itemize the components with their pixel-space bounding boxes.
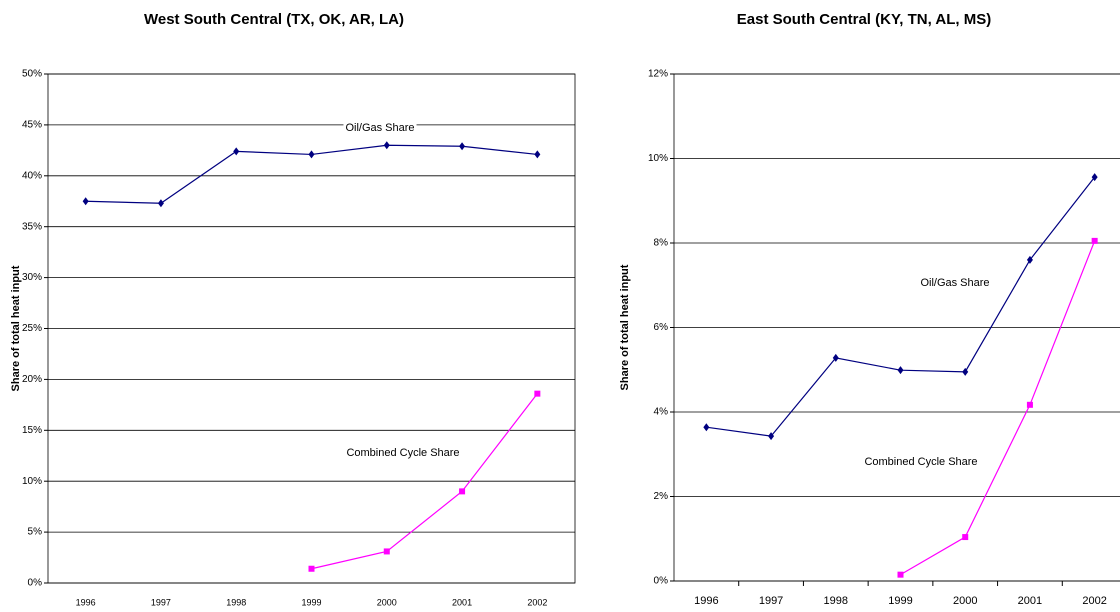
marker xyxy=(459,488,466,495)
y-tick-label: 2% xyxy=(654,491,669,502)
y-tick-label: 6% xyxy=(654,322,669,333)
y-tick-label: 35% xyxy=(22,221,42,232)
marker xyxy=(82,197,89,206)
plot-frame xyxy=(47,73,576,584)
x-tick-label: 2002 xyxy=(527,597,547,607)
x-tick-label: 1997 xyxy=(151,597,171,607)
x-tick-label: 1999 xyxy=(301,597,321,607)
y-tick-label: 25% xyxy=(22,323,42,334)
y-tick-label: 0% xyxy=(654,576,669,587)
x-tick-label: 2000 xyxy=(953,595,977,607)
y-tick-label: 8% xyxy=(654,238,669,249)
marker xyxy=(534,390,541,397)
marker xyxy=(768,432,775,441)
annotation-bg xyxy=(862,454,980,469)
x-tick-label: 2001 xyxy=(1018,595,1042,607)
marker xyxy=(897,571,904,578)
y-tick-label: 45% xyxy=(22,120,42,131)
y-tick-label: 12% xyxy=(648,69,668,80)
x-tick-label: 2001 xyxy=(452,597,472,607)
marker xyxy=(703,423,710,432)
marker xyxy=(1026,255,1033,264)
y-tick-label: 50% xyxy=(22,69,42,80)
series-line xyxy=(900,240,1096,576)
x-tick-label: 1998 xyxy=(824,595,848,607)
annotation-bg xyxy=(343,120,417,135)
chart-title: West South Central (TX, OK, AR, LA) xyxy=(144,11,404,28)
marker xyxy=(383,141,390,150)
marker xyxy=(233,147,240,156)
marker xyxy=(157,199,164,208)
chart-title: East South Central (KY, TN, AL, MS) xyxy=(737,11,991,28)
y-tick-label: 0% xyxy=(28,578,43,589)
x-tick-label: 2002 xyxy=(1082,595,1106,607)
y-tick-label: 10% xyxy=(22,476,42,487)
x-tick-label: 1997 xyxy=(759,595,783,607)
marker xyxy=(1091,237,1098,244)
marker xyxy=(897,366,904,375)
x-tick-label: 1999 xyxy=(888,595,912,607)
y-tick-label: 20% xyxy=(22,374,42,385)
y-axis-label: Share of total heat input xyxy=(10,265,22,391)
annotation-bg xyxy=(344,445,462,460)
series-line xyxy=(706,176,1096,437)
marker xyxy=(459,142,466,151)
y-axis-label: Share of total heat input xyxy=(619,264,631,390)
marker xyxy=(962,367,969,376)
marker xyxy=(832,353,839,362)
annotation: Oil/Gas Share xyxy=(345,122,414,134)
marker xyxy=(308,150,315,159)
x-tick-label: 1996 xyxy=(694,595,718,607)
marker xyxy=(534,150,541,159)
annotation: Combined Cycle Share xyxy=(864,456,977,468)
marker xyxy=(962,534,969,541)
annotation: Oil/Gas Share xyxy=(920,277,989,289)
y-tick-label: 15% xyxy=(22,425,42,436)
marker xyxy=(308,565,315,572)
marker xyxy=(383,548,390,555)
y-tick-label: 4% xyxy=(654,407,669,418)
x-tick-label: 2000 xyxy=(377,597,397,607)
y-tick-label: 30% xyxy=(22,272,42,283)
y-tick-label: 40% xyxy=(22,170,42,181)
series-line xyxy=(311,393,538,570)
y-tick-label: 10% xyxy=(648,153,668,164)
plot-frame xyxy=(673,73,1120,582)
marker xyxy=(1091,173,1098,182)
y-tick-label: 5% xyxy=(28,527,43,538)
annotation: Combined Cycle Share xyxy=(346,447,459,459)
x-tick-label: 1996 xyxy=(76,597,96,607)
annotation-bg xyxy=(918,275,992,290)
x-tick-label: 1998 xyxy=(226,597,246,607)
marker xyxy=(1026,401,1033,408)
